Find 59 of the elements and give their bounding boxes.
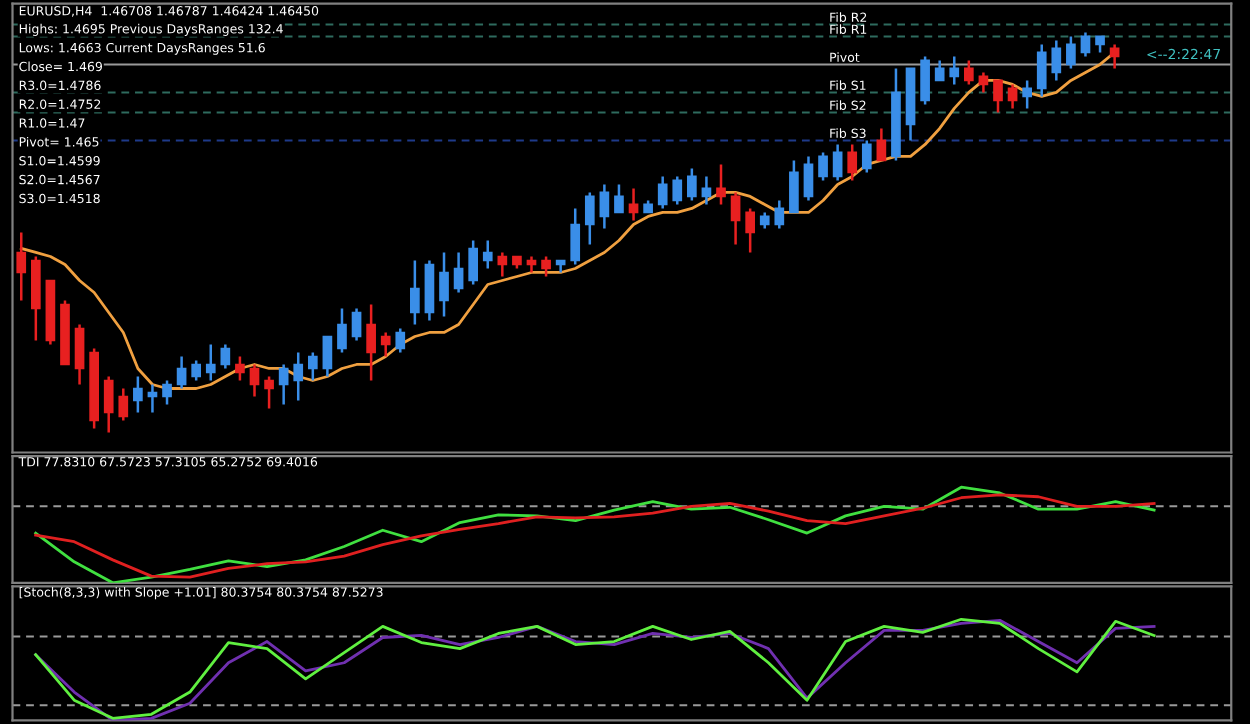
candlestick: [949, 55, 960, 86]
candlestick: [395, 327, 406, 354]
candlestick: [614, 183, 624, 214]
candlestick: [1036, 43, 1047, 98]
candlestick: [599, 183, 610, 230]
candlestick: [74, 323, 85, 386]
candlestick: [584, 191, 595, 246]
candlestick: [453, 251, 464, 294]
candlestick: [541, 255, 551, 278]
candlestick: [657, 175, 668, 210]
candlestick: [205, 343, 216, 382]
candlestick: [934, 59, 945, 82]
candlestick: [1080, 31, 1091, 58]
candlestick: [1066, 35, 1076, 70]
candlestick: [322, 335, 333, 378]
candlestick: [730, 191, 741, 246]
candlestick: [963, 59, 974, 86]
candlestick: [716, 163, 726, 206]
candlestick: [307, 351, 318, 382]
candlestick: [672, 175, 683, 206]
candlestick: [818, 151, 828, 182]
candlestick: [1007, 83, 1018, 110]
candlestick: [439, 251, 449, 318]
candlestick: [191, 359, 202, 382]
candlestick: [1022, 79, 1032, 110]
candlestick: [337, 307, 347, 354]
candlestick: [220, 343, 231, 370]
candlestick: [278, 363, 289, 406]
candlestick: [16, 231, 27, 302]
candlestick: [876, 127, 887, 162]
candlestick: [468, 239, 479, 286]
candlestick: [249, 363, 260, 398]
candlestick: [176, 355, 187, 390]
candlestick: [293, 351, 304, 402]
candlestick: [861, 139, 872, 174]
candlestick: [789, 159, 799, 214]
candlestick: [264, 375, 274, 410]
candlestick: [235, 355, 245, 382]
candlestick: [497, 251, 508, 278]
candlestick: [832, 143, 843, 182]
candlestick: [118, 387, 129, 422]
candlestick: [482, 239, 493, 270]
candlestick: [803, 155, 814, 202]
candlestick: [687, 167, 697, 202]
candlestick: [847, 143, 858, 182]
candlestick: [570, 207, 581, 266]
candlestick: [366, 303, 376, 382]
candlestick: [380, 331, 391, 358]
candlestick: [410, 259, 420, 326]
candlestick: [993, 79, 1003, 114]
candlestick: [745, 207, 756, 254]
candlestick: [920, 55, 930, 106]
candlestick: [162, 379, 172, 406]
candlestick: [30, 255, 41, 342]
candlestick: [774, 199, 785, 230]
candlestick: [351, 307, 362, 342]
candlestick: [1051, 39, 1062, 82]
candlestick: [103, 375, 114, 434]
candlestick: [133, 375, 143, 414]
